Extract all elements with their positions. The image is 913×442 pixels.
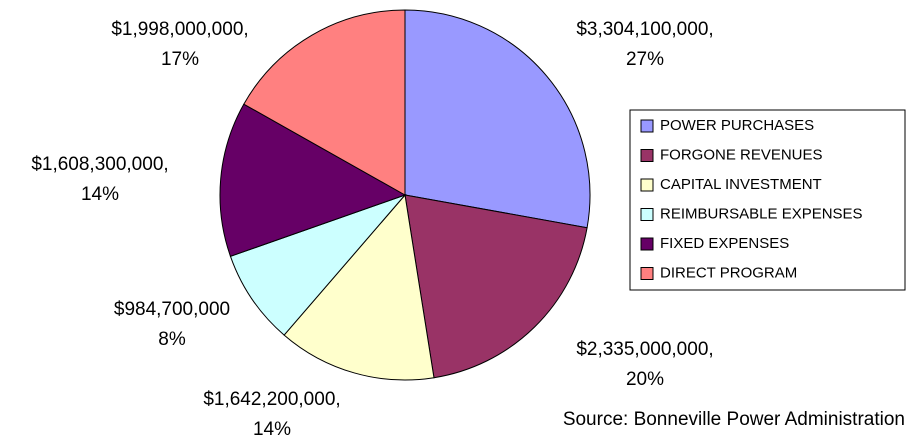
percent-label: 20%	[626, 369, 664, 390]
percent-label: 14%	[81, 184, 119, 205]
slice	[404, 9, 591, 229]
percent-label: 27%	[626, 49, 664, 70]
legend-label: FORGONE REVENUES	[660, 146, 823, 163]
slice	[283, 193, 435, 381]
value-label: $2,335,000,000,	[576, 339, 713, 360]
legend-label: DIRECT PROGRAM	[660, 264, 797, 281]
percent-label: 8%	[158, 329, 186, 350]
value-label: $1,642,200,000,	[203, 389, 340, 410]
legend-label: CAPITAL INVESTMENT	[660, 176, 822, 193]
value-label: $3,304,100,000,	[576, 19, 713, 40]
legend-swatch	[640, 208, 654, 221]
slice	[404, 194, 588, 379]
value-label: $984,700,000	[114, 299, 230, 320]
legend-swatch	[640, 119, 654, 133]
slice	[229, 193, 407, 336]
slice	[243, 9, 406, 196]
percent-label: 17%	[161, 49, 199, 70]
legend-swatch	[640, 178, 654, 192]
slice	[219, 103, 407, 257]
value-label: $1,608,300,000,	[31, 154, 168, 175]
legend-label: REIMBURSABLE EXPENSES	[660, 205, 863, 222]
value-label: $1,998,000,000,	[111, 19, 248, 40]
legend-swatch	[640, 237, 654, 251]
legend-box	[629, 109, 906, 291]
legend-swatch	[640, 267, 654, 280]
percent-label: 14%	[253, 419, 291, 440]
legend-label: POWER PURCHASES	[660, 117, 814, 134]
source: Source: Bonneville Power Administration	[563, 409, 905, 430]
legend-label: FIXED EXPENSES	[660, 235, 789, 252]
legend-swatch	[640, 149, 654, 162]
